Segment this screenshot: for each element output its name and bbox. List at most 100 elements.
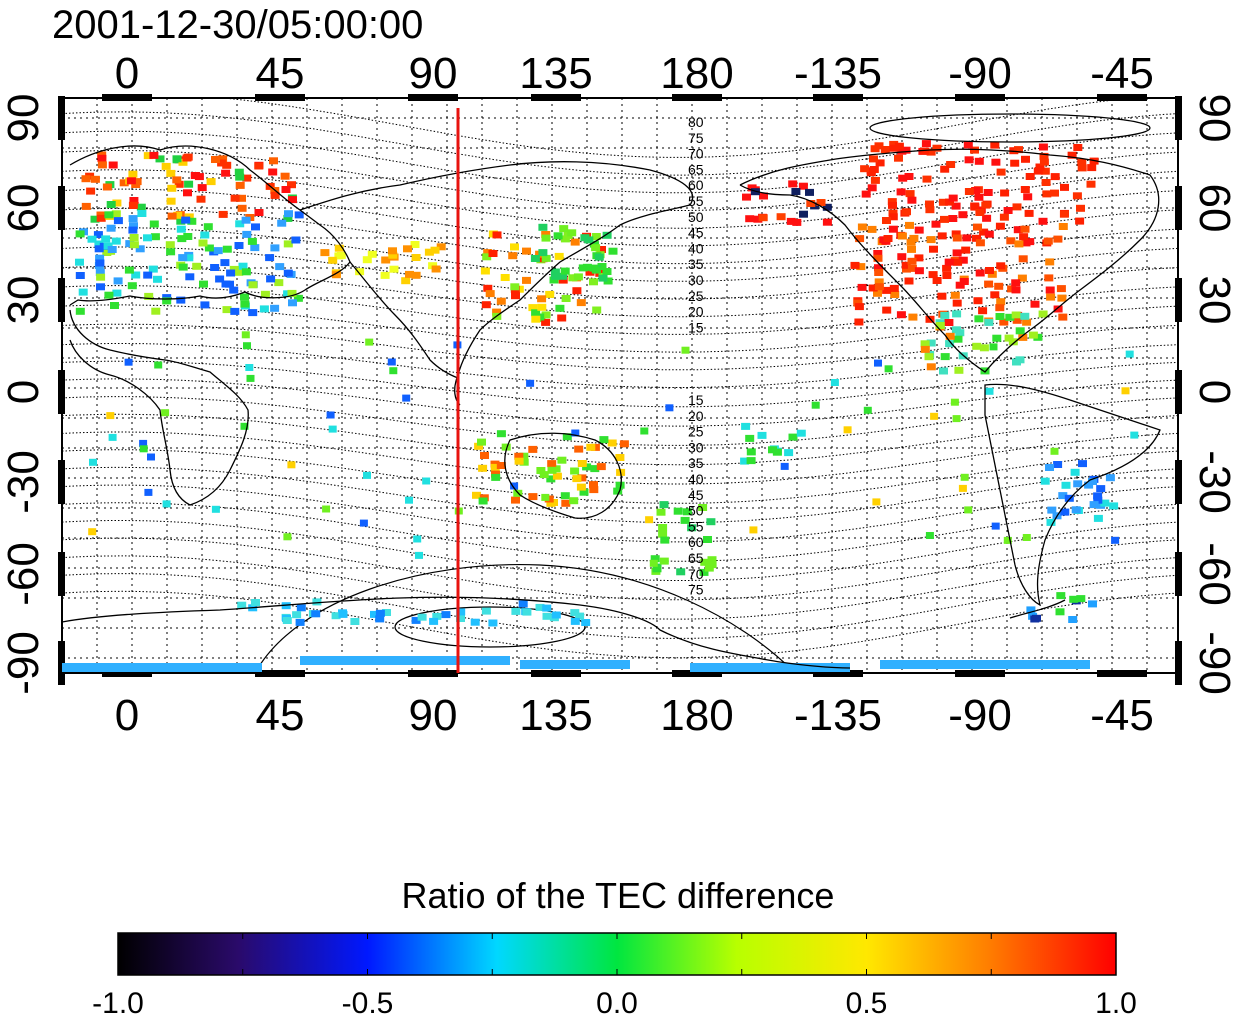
tec-cell bbox=[979, 344, 989, 352]
maglat-contour bbox=[62, 188, 1178, 247]
tec-cell bbox=[250, 244, 260, 252]
maglat-contour bbox=[62, 111, 1178, 176]
tec-cell bbox=[984, 280, 994, 288]
tec-cell bbox=[334, 244, 344, 252]
tec-cell bbox=[522, 247, 531, 255]
tec-cell bbox=[914, 267, 924, 275]
tec-cell bbox=[411, 254, 421, 261]
tec-cell bbox=[363, 471, 371, 479]
tec-cell bbox=[964, 506, 973, 514]
tec-cell bbox=[181, 216, 191, 224]
tec-cell bbox=[659, 501, 669, 509]
tec-cell bbox=[699, 568, 709, 576]
tec-cell bbox=[112, 199, 122, 207]
tec-cell bbox=[948, 194, 958, 202]
tec-cell bbox=[607, 439, 617, 447]
tec-cell bbox=[107, 246, 117, 253]
frame-tick-bottom bbox=[672, 670, 722, 677]
tec-cell bbox=[920, 340, 930, 348]
tec-cell bbox=[805, 188, 814, 196]
tec-cell bbox=[869, 166, 879, 173]
tec-cell bbox=[991, 522, 1000, 530]
tec-cell bbox=[127, 282, 137, 290]
frame-tick-left bbox=[58, 641, 65, 685]
tec-cell bbox=[551, 611, 561, 619]
tec-cell bbox=[95, 254, 105, 262]
tec-cell bbox=[983, 189, 993, 196]
tec-cell bbox=[241, 268, 251, 276]
tec-cell bbox=[136, 203, 146, 211]
tec-cell bbox=[401, 277, 411, 285]
frame-tick-right bbox=[1175, 96, 1182, 140]
tec-cell bbox=[375, 615, 385, 623]
tec-cell bbox=[940, 353, 950, 361]
tec-cell bbox=[510, 482, 519, 490]
tec-cell bbox=[870, 145, 880, 153]
tec-cell bbox=[1020, 312, 1030, 320]
tec-cell bbox=[149, 151, 159, 159]
tec-cell bbox=[978, 307, 988, 315]
tec-cell bbox=[129, 234, 139, 241]
tec-cell bbox=[907, 264, 917, 272]
frame-tick-right bbox=[1175, 552, 1182, 596]
tec-cell bbox=[1038, 217, 1048, 225]
tec-cell bbox=[480, 452, 489, 459]
tec-cell bbox=[640, 427, 649, 435]
tec-cell bbox=[953, 258, 963, 266]
tec-cell bbox=[128, 215, 138, 223]
top-lon-label: -90 bbox=[948, 49, 1012, 98]
tec-cell bbox=[488, 619, 498, 627]
tec-cell bbox=[889, 140, 899, 148]
tec-cell bbox=[873, 254, 883, 262]
tec-cell bbox=[338, 610, 348, 618]
tec-cell bbox=[510, 283, 520, 291]
tec-cell bbox=[542, 604, 552, 612]
tec-cell bbox=[178, 158, 188, 166]
tec-cell bbox=[519, 458, 529, 466]
tec-cell bbox=[658, 530, 668, 538]
tec-cell bbox=[183, 233, 193, 240]
maglat-label: 30 bbox=[688, 439, 704, 455]
tec-cell bbox=[863, 406, 872, 414]
tec-cell bbox=[531, 309, 541, 317]
tec-cell bbox=[190, 172, 200, 179]
tec-cell bbox=[108, 161, 118, 169]
tec-cell bbox=[237, 194, 246, 202]
tec-cell bbox=[248, 281, 258, 289]
tec-cell bbox=[1105, 474, 1115, 482]
tec-cell bbox=[979, 228, 989, 236]
maglat-label: 65 bbox=[688, 550, 704, 566]
tec-cell bbox=[745, 434, 755, 442]
tec-cell bbox=[999, 318, 1009, 326]
tec-cell bbox=[874, 283, 884, 291]
tec-cell bbox=[1006, 237, 1016, 245]
tec-cell bbox=[942, 272, 952, 279]
tec-cell bbox=[541, 311, 551, 319]
tec-cell bbox=[992, 334, 1002, 342]
tec-cell bbox=[259, 305, 269, 313]
tec-cell bbox=[322, 505, 331, 513]
tec-cell bbox=[1093, 492, 1103, 500]
tec-cell bbox=[1040, 167, 1050, 175]
tec-cell bbox=[488, 250, 498, 257]
tec-cell bbox=[197, 184, 207, 192]
maglat-label: 25 bbox=[688, 288, 704, 304]
tec-cell bbox=[894, 154, 903, 162]
tec-cell bbox=[167, 212, 177, 220]
tec-cell bbox=[586, 443, 596, 451]
tec-cell bbox=[1077, 164, 1087, 172]
tec-cell bbox=[295, 618, 305, 626]
tec-cell bbox=[280, 172, 290, 180]
tec-cell bbox=[1067, 151, 1077, 159]
maglat-contour bbox=[62, 449, 1178, 504]
tec-cell bbox=[703, 536, 712, 543]
tec-cell bbox=[944, 258, 954, 266]
tec-cell bbox=[1040, 477, 1050, 485]
frame-tick-right bbox=[1175, 278, 1182, 322]
maglat-label: 50 bbox=[688, 209, 704, 225]
tec-cell bbox=[242, 174, 252, 182]
tec-cell bbox=[1011, 311, 1021, 319]
frame-tick-top bbox=[813, 94, 863, 101]
tec-cell bbox=[889, 144, 899, 152]
tec-cell bbox=[560, 492, 570, 500]
